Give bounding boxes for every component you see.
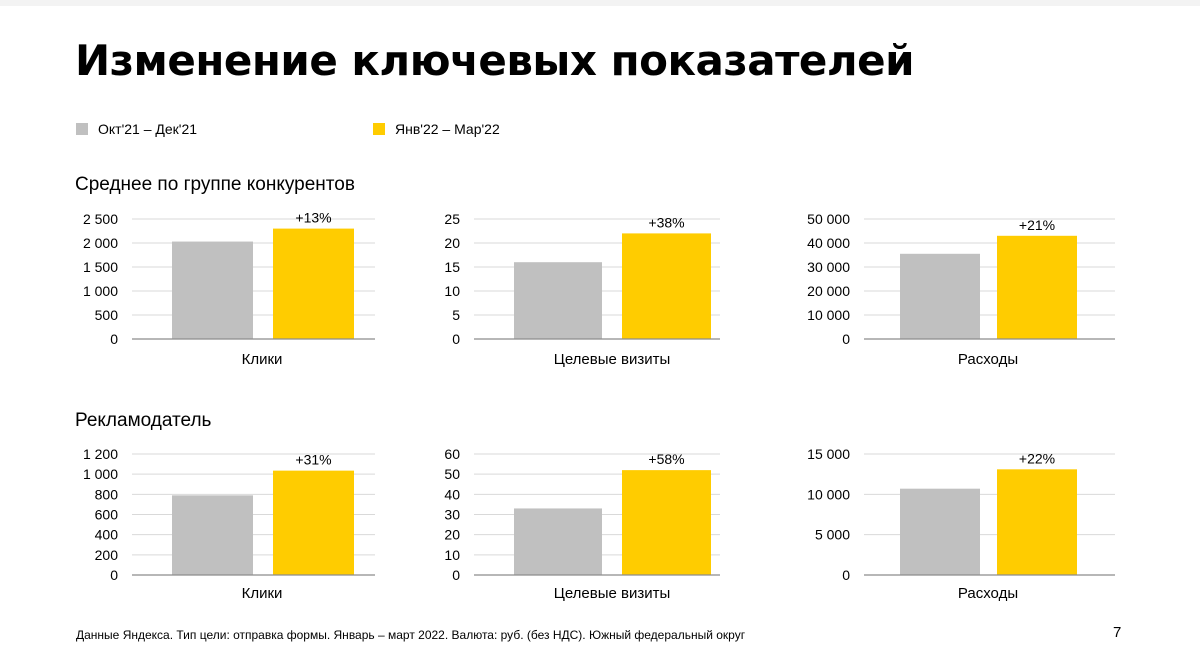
change-label: +38% bbox=[648, 214, 684, 230]
y-tick-label: 40 000 bbox=[807, 235, 850, 251]
y-tick-label: 400 bbox=[95, 527, 119, 543]
legend: Окт'21 – Дек'21 Янв'22 – Мар'22 bbox=[0, 121, 1200, 141]
bar-previous bbox=[514, 508, 602, 575]
bar-previous bbox=[514, 262, 602, 339]
y-tick-label: 800 bbox=[95, 486, 119, 502]
slide-title: Изменение ключевых показателей bbox=[75, 36, 915, 85]
y-tick-label: 500 bbox=[95, 307, 119, 323]
y-tick-label: 20 bbox=[444, 527, 460, 543]
change-label: +21% bbox=[1019, 217, 1055, 233]
y-tick-label: 600 bbox=[95, 507, 119, 523]
change-label: +13% bbox=[295, 210, 331, 226]
legend-item-previous: Окт'21 – Дек'21 bbox=[76, 121, 197, 137]
x-category-label: Расходы bbox=[958, 585, 1018, 602]
x-category-label: Клики bbox=[242, 585, 283, 602]
footnote: Данные Яндекса. Тип цели: отправка формы… bbox=[76, 628, 746, 642]
x-category-label: Расходы bbox=[958, 351, 1018, 368]
bar-current bbox=[997, 469, 1077, 575]
legend-swatch-previous bbox=[76, 123, 88, 135]
change-label: +31% bbox=[295, 452, 331, 468]
bar-current bbox=[997, 235, 1077, 339]
y-tick-label: 50 000 bbox=[807, 211, 850, 227]
y-tick-label: 10 bbox=[444, 283, 460, 299]
legend-swatch-current bbox=[373, 123, 385, 135]
y-tick-label: 1 200 bbox=[83, 446, 118, 462]
change-label: +58% bbox=[648, 451, 684, 467]
y-tick-label: 5 000 bbox=[815, 527, 850, 543]
y-tick-label: 50 bbox=[444, 466, 460, 482]
bar-previous bbox=[900, 488, 980, 575]
y-tick-label: 30 bbox=[444, 507, 460, 523]
x-category-label: Целевые визиты bbox=[554, 585, 671, 602]
change-label: +22% bbox=[1019, 450, 1055, 466]
y-tick-label: 0 bbox=[842, 567, 850, 583]
legend-label-previous: Окт'21 – Дек'21 bbox=[98, 121, 198, 137]
y-tick-label: 60 bbox=[444, 446, 460, 462]
y-tick-label: 15 bbox=[444, 259, 460, 275]
section-title-competitors: Среднее по группе конкурентов bbox=[75, 174, 355, 195]
bar-previous bbox=[172, 495, 253, 575]
y-tick-label: 2 000 bbox=[83, 235, 118, 251]
bar-previous bbox=[900, 253, 980, 339]
y-tick-label: 0 bbox=[110, 567, 118, 583]
x-category-label: Клики bbox=[242, 351, 283, 368]
y-tick-label: 10 000 bbox=[807, 486, 850, 502]
y-tick-label: 30 000 bbox=[807, 259, 850, 275]
y-tick-label: 0 bbox=[842, 331, 850, 347]
bar-current bbox=[273, 228, 354, 339]
legend-label-current: Янв'22 – Мар'22 bbox=[395, 121, 500, 137]
y-tick-label: 10 bbox=[444, 547, 460, 563]
y-tick-label: 20 000 bbox=[807, 283, 850, 299]
legend-item-current: Янв'22 – Мар'22 bbox=[373, 121, 500, 137]
y-tick-label: 15 000 bbox=[807, 446, 850, 462]
y-tick-label: 1 000 bbox=[83, 283, 118, 299]
bar-previous bbox=[172, 241, 253, 339]
y-tick-label: 25 bbox=[444, 211, 460, 227]
y-tick-label: 200 bbox=[95, 547, 119, 563]
x-category-label: Целевые визиты bbox=[554, 351, 671, 368]
bar-current bbox=[622, 233, 711, 339]
page-number: 7 bbox=[1113, 624, 1122, 641]
section-title-advertiser: Рекламодатель bbox=[75, 410, 212, 431]
y-tick-label: 1 500 bbox=[83, 259, 118, 275]
y-tick-label: 2 500 bbox=[83, 211, 118, 227]
y-tick-label: 40 bbox=[444, 486, 460, 502]
bar-current bbox=[273, 470, 354, 575]
y-tick-label: 0 bbox=[452, 567, 460, 583]
top-strip bbox=[0, 0, 1200, 6]
y-tick-label: 10 000 bbox=[807, 307, 850, 323]
y-tick-label: 0 bbox=[110, 331, 118, 347]
y-tick-label: 20 bbox=[444, 235, 460, 251]
y-tick-label: 1 000 bbox=[83, 466, 118, 482]
bar-current bbox=[622, 470, 711, 575]
y-tick-label: 0 bbox=[452, 331, 460, 347]
y-tick-label: 5 bbox=[452, 307, 460, 323]
